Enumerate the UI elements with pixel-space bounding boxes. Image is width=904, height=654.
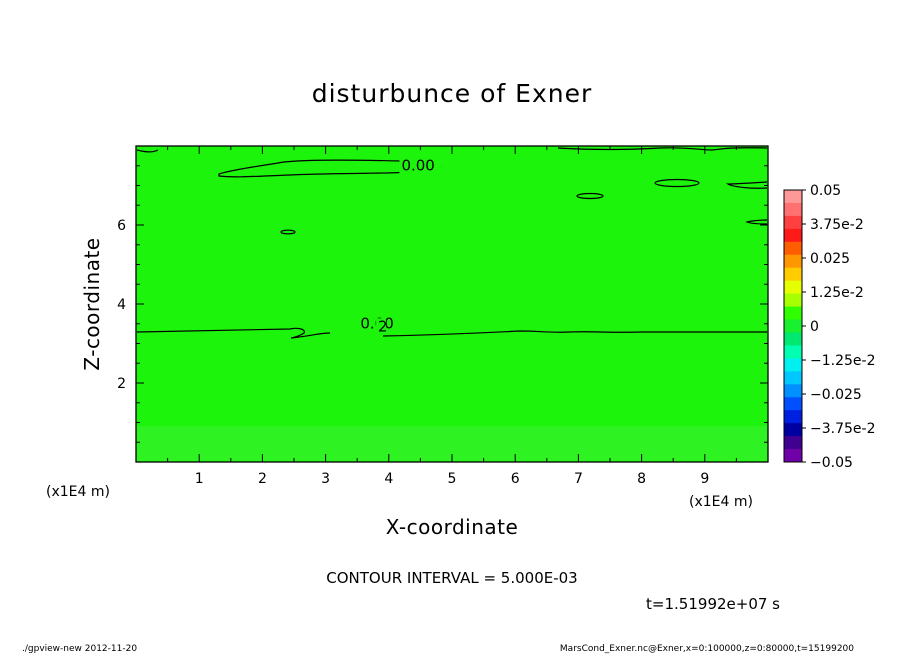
x-axis-unit: (x1E4 m) [689,494,753,510]
contour-island-1 [280,229,296,235]
contour-line-mid [136,327,767,339]
colorbar-segment [784,293,802,308]
contour-label: 0.00 [401,156,434,174]
colorbar-label: −1.25e-2 [810,353,875,369]
colorbar-segment [784,215,802,230]
chart-title: disturbunce of Exner [312,79,593,108]
x-tick-label: 5 [448,471,457,487]
y-tick-label: 2 [117,376,126,392]
colorbar-segment [784,436,802,450]
x-tick-label: 9 [700,471,709,487]
y-tick-label: 6 [117,218,126,234]
x-tick-label: 8 [637,471,646,487]
footer-right: MarsCond_Exner.nc@Exner,x=0:100000,z=0:8… [560,644,854,654]
colorbar-segment [784,449,802,463]
colorbar-segment [784,345,802,359]
colorbar [784,190,802,463]
x-tick-label: 1 [195,471,204,487]
colorbar-label: 1.25e-2 [810,285,864,301]
x-tick-label: 3 [321,471,330,487]
colorbar-segment [784,332,802,346]
x-axis-label: X-coordinate [386,515,519,539]
colorbar-segment [784,319,802,333]
colorbar-segment [784,410,802,424]
colorbar-segment [784,202,802,217]
colorbar-label: 0.025 [810,251,850,267]
x-axis-ticks: 1 2 3 4 5 6 7 8 9 [135,146,769,487]
contour-island-2 [576,192,604,200]
contour-line-top-left [136,149,159,153]
x-tick-label: 6 [511,471,520,487]
colorbar-segment [784,358,802,372]
colorbar-segment [784,267,802,282]
colorbar-label: −0.025 [810,387,862,403]
y-axis-ticks: 2 4 6 [117,145,768,463]
colorbar-labels: 0.05 3.75e-2 0.025 1.25e-2 0 −1.25e-2 −0.025 −3… [802,183,875,471]
contour-labels: 0.000.002 [358,156,442,335]
colorbar-segment [784,228,802,243]
colorbar-segment [784,384,802,398]
colorbar-segment [784,371,802,385]
time-stamp: t=1.51992e+07 s [646,595,780,613]
plot-fill [136,146,768,462]
y-tick-label: 4 [117,297,126,313]
colorbar-label: −3.75e-2 [810,421,875,437]
colorbar-segment [784,306,802,321]
colorbar-segment [784,280,802,295]
colorbar-segment [784,254,802,269]
contour-interval: CONTOUR INTERVAL = 5.000E-03 [326,569,577,587]
colorbar-segment [784,241,802,256]
colorbar-label: −0.05 [810,455,853,471]
contour-lines [136,147,768,339]
colorbar-label: 0.05 [810,183,841,199]
x-tick-label: 7 [574,471,583,487]
contour-island-4 [725,181,768,189]
colorbar-label: 0 [810,319,819,335]
x-tick-label: 4 [384,471,393,487]
colorbar-label: 3.75e-2 [810,217,864,233]
contour-label-bg [399,157,442,174]
contour-island-3 [654,178,700,188]
contour-label: 2 [378,317,388,335]
colorbar-segment [784,423,802,437]
footer-left: ./gpview-new 2012-11-20 [22,644,137,654]
colorbar-segment [784,190,802,204]
y-axis-unit: (x1E4 m) [46,484,110,500]
x-tick-label: 2 [258,471,267,487]
contour-line-top-right [557,147,768,151]
y-axis-label: Z-coordinate [80,237,104,370]
colorbar-segment [784,397,802,411]
contour-island-5 [745,219,768,225]
contour-label-bg [376,318,387,335]
